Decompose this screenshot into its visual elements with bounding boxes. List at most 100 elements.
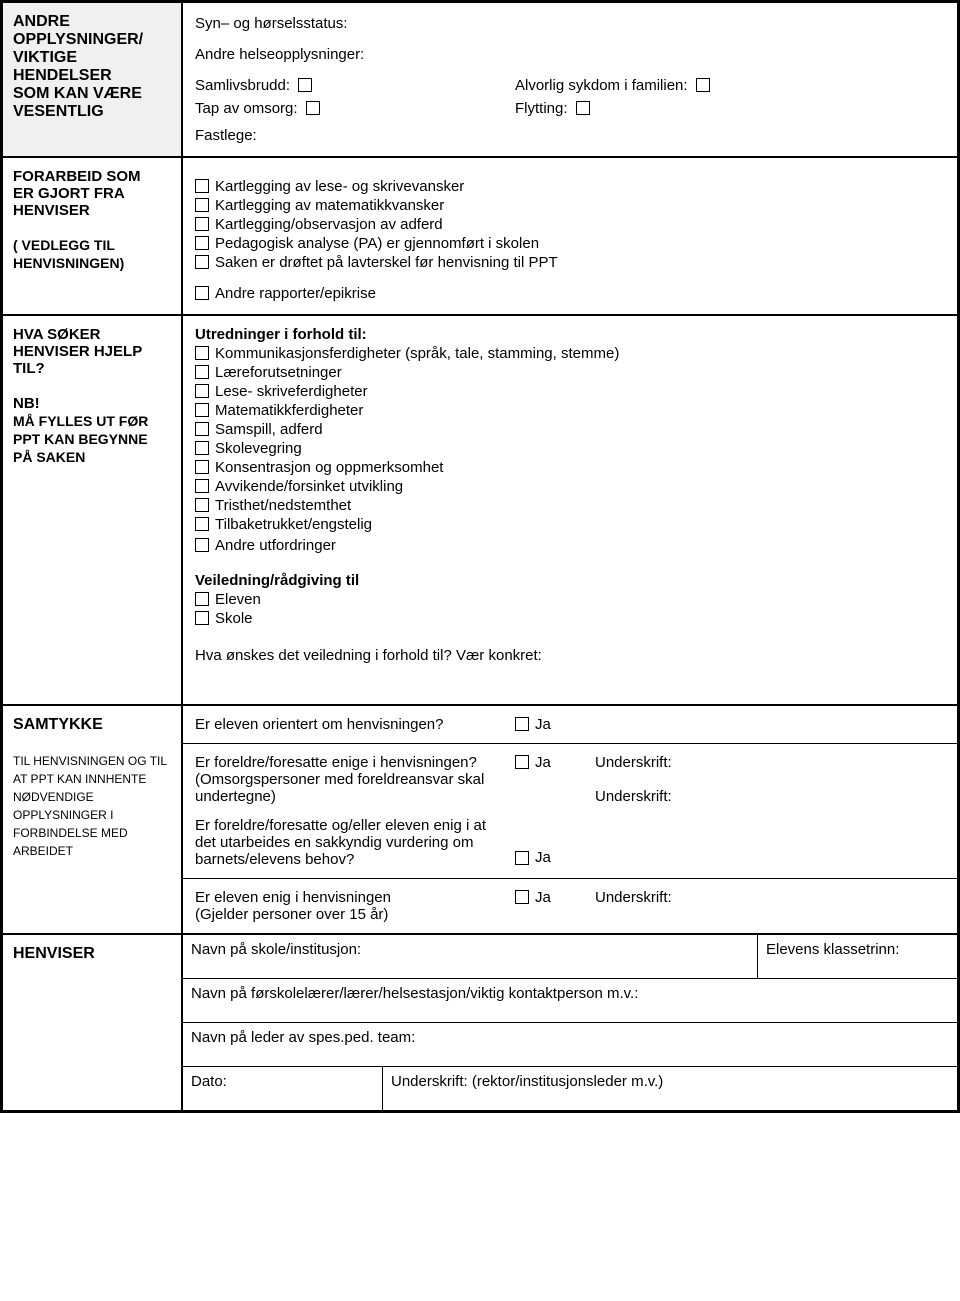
utredning-4-checkbox[interactable] xyxy=(195,422,209,436)
utredning-4-label: Samspill, adferd xyxy=(215,421,323,438)
q1-text: Er eleven orientert om henvisningen? xyxy=(195,716,515,733)
dato-label: Dato: xyxy=(183,1067,383,1110)
section2-content: Kartlegging av lese- og skrivevansker Kar… xyxy=(183,158,957,314)
samtykke-title: Samtykke xyxy=(13,716,103,733)
s1-t3: viktige xyxy=(13,49,77,66)
q3-text: Er foreldre/foresatte og/eller eleven en… xyxy=(195,817,515,868)
q2a-text: Er foreldre/foresatte enige i henvisning… xyxy=(195,754,477,771)
s2-item-4-label: Saken er drøftet på lavterskel før henvi… xyxy=(215,254,558,271)
s1-t5: som kan være xyxy=(13,85,142,102)
s2-item-3-label: Pedagogisk analyse (PA) er gjennomført i… xyxy=(215,235,539,252)
veiledning-0-label: Eleven xyxy=(215,591,261,608)
q4-ja-checkbox[interactable] xyxy=(515,890,529,904)
syn-label: Syn– og hørselsstatus: xyxy=(195,15,945,32)
s2-item-3-checkbox[interactable] xyxy=(195,236,209,250)
utredning-2-label: Lese- skriveferdigheter xyxy=(215,383,368,400)
q1-ja-checkbox[interactable] xyxy=(515,717,529,731)
samlivsbrudd-label: Samlivsbrudd: xyxy=(195,77,290,94)
navn-leder-label: Navn på leder av spes.ped. team: xyxy=(183,1023,957,1066)
onskes-label: Hva ønskes det veiledning i forhold til?… xyxy=(195,647,945,664)
s3-t3: til? xyxy=(13,360,45,377)
veiledning-list: Eleven Skole xyxy=(195,591,945,627)
andre-rapporter-checkbox[interactable] xyxy=(195,286,209,300)
utredning-7-label: Avvikende/forsinket utvikling xyxy=(215,478,403,495)
s3-nb: NB! xyxy=(13,395,40,412)
q4-sig: Underskrift: xyxy=(595,889,672,906)
veiledning-1-label: Skole xyxy=(215,610,253,627)
s3-nb4: på saken xyxy=(13,449,85,465)
klassetrinn-label: Elevens klassetrinn: xyxy=(757,935,957,978)
s2-item-1-label: Kartlegging av matematikkvansker xyxy=(215,197,444,214)
utredning-5-label: Skolevegring xyxy=(215,440,302,457)
q3-ja-checkbox[interactable] xyxy=(515,851,529,865)
s2-item-0-label: Kartlegging av lese- og skrivevansker xyxy=(215,178,464,195)
s3-t2: henviser hjelp xyxy=(13,343,142,360)
section5-content: Navn på skole/institusjon: Elevens klass… xyxy=(183,935,957,1110)
s1-t2: opplysninger/ xyxy=(13,31,143,48)
section-hva-soker: Hva søker henviser hjelp til? NB! må fyl… xyxy=(3,316,957,706)
s3-t1: Hva søker xyxy=(13,326,101,343)
alvorlig-checkbox[interactable] xyxy=(696,78,710,92)
q2-ja-checkbox[interactable] xyxy=(515,755,529,769)
flytting-label: Flytting: xyxy=(515,100,568,117)
q2-ja-label: Ja xyxy=(535,754,551,771)
utredning-8-checkbox[interactable] xyxy=(195,498,209,512)
section-henviser: Henviser Navn på skole/institusjon: Elev… xyxy=(3,935,957,1110)
s2-t4: ( vedlegg til henvisningen) xyxy=(13,237,124,271)
andre-rapporter-label: Andre rapporter/epikrise xyxy=(215,285,376,302)
samlivsbrudd-checkbox[interactable] xyxy=(298,78,312,92)
section4-content: Er eleven orientert om henvisningen? Ja … xyxy=(183,706,957,933)
utredninger-list: Kommunikasjonsferdigheter (språk, tale, … xyxy=(195,345,945,533)
section5-label: Henviser xyxy=(3,935,183,1110)
utredning-3-label: Matematikkferdigheter xyxy=(215,402,363,419)
s2-item-2-label: Kartlegging/observasjon av adferd xyxy=(215,216,443,233)
s1-t6: vesentlig xyxy=(13,103,104,120)
s2-item-1-checkbox[interactable] xyxy=(195,198,209,212)
section3-label: Hva søker henviser hjelp til? NB! må fyl… xyxy=(3,316,183,704)
tap-label: Tap av omsorg: xyxy=(195,100,298,117)
section-forarbeid: Forarbeid som er gjort fra Henviser ( ve… xyxy=(3,158,957,316)
navn-skole-label: Navn på skole/institusjon: xyxy=(183,935,757,978)
utredning-1-checkbox[interactable] xyxy=(195,365,209,379)
q2-sig2: Underskrift: xyxy=(595,788,672,805)
utredning-8-label: Tristhet/nedstemthet xyxy=(215,497,351,514)
q2b-text: (Omsorgspersoner med foreldreansvar skal… xyxy=(195,771,484,805)
utredninger-head: Utredninger i forhold til: xyxy=(195,326,945,343)
veiledning-head: Veiledning/rådgiving til xyxy=(195,572,945,589)
section4-label: Samtykke til henvisningen og til at PPT … xyxy=(3,706,183,933)
utredning-0-label: Kommunikasjonsferdigheter (språk, tale, … xyxy=(215,345,619,362)
navn-laerer-label: Navn på førskolelærer/lærer/helsestasjon… xyxy=(183,979,957,1022)
utredning-2-checkbox[interactable] xyxy=(195,384,209,398)
s3-nb2: må fylles ut før xyxy=(13,413,148,429)
section-samtykke: Samtykke til henvisningen og til at PPT … xyxy=(3,706,957,935)
tap-checkbox[interactable] xyxy=(306,101,320,115)
q1-ja-label: Ja xyxy=(535,716,551,733)
utredning-0-checkbox[interactable] xyxy=(195,346,209,360)
s2-item-4-checkbox[interactable] xyxy=(195,255,209,269)
section3-content: Utredninger i forhold til: Kommunikasjon… xyxy=(183,316,957,704)
veiledning-0-checkbox[interactable] xyxy=(195,592,209,606)
utredning-9-checkbox[interactable] xyxy=(195,517,209,531)
alvorlig-label: Alvorlig sykdom i familien: xyxy=(515,77,688,94)
utredning-3-checkbox[interactable] xyxy=(195,403,209,417)
s2-item-0-checkbox[interactable] xyxy=(195,179,209,193)
q3-ja-label: Ja xyxy=(535,849,551,866)
utredning-5-checkbox[interactable] xyxy=(195,441,209,455)
q2-sig1: Underskrift: xyxy=(595,754,672,771)
veiledning-1-checkbox[interactable] xyxy=(195,611,209,625)
q4a-text: Er eleven enig i henvisningen xyxy=(195,889,391,906)
s2-t2: er gjort fra xyxy=(13,185,125,202)
s1-t4: hendelser xyxy=(13,67,112,84)
andre-utfordringer-checkbox[interactable] xyxy=(195,538,209,552)
utredning-7-checkbox[interactable] xyxy=(195,479,209,493)
s1-t1: Andre xyxy=(13,13,70,30)
fastlege-label: Fastlege: xyxy=(195,127,945,144)
s2-t3: Henviser xyxy=(13,202,90,219)
section-andre-opplysninger: Andre opplysninger/ viktige hendelser so… xyxy=(3,3,957,158)
s2-item-2-checkbox[interactable] xyxy=(195,217,209,231)
q4-ja-label: Ja xyxy=(535,889,551,906)
samtykke-subtitle: til henvisningen og til at PPT kan innhe… xyxy=(13,752,173,860)
utredning-6-checkbox[interactable] xyxy=(195,460,209,474)
utredning-9-label: Tilbaketrukket/engstelig xyxy=(215,516,372,533)
flytting-checkbox[interactable] xyxy=(576,101,590,115)
